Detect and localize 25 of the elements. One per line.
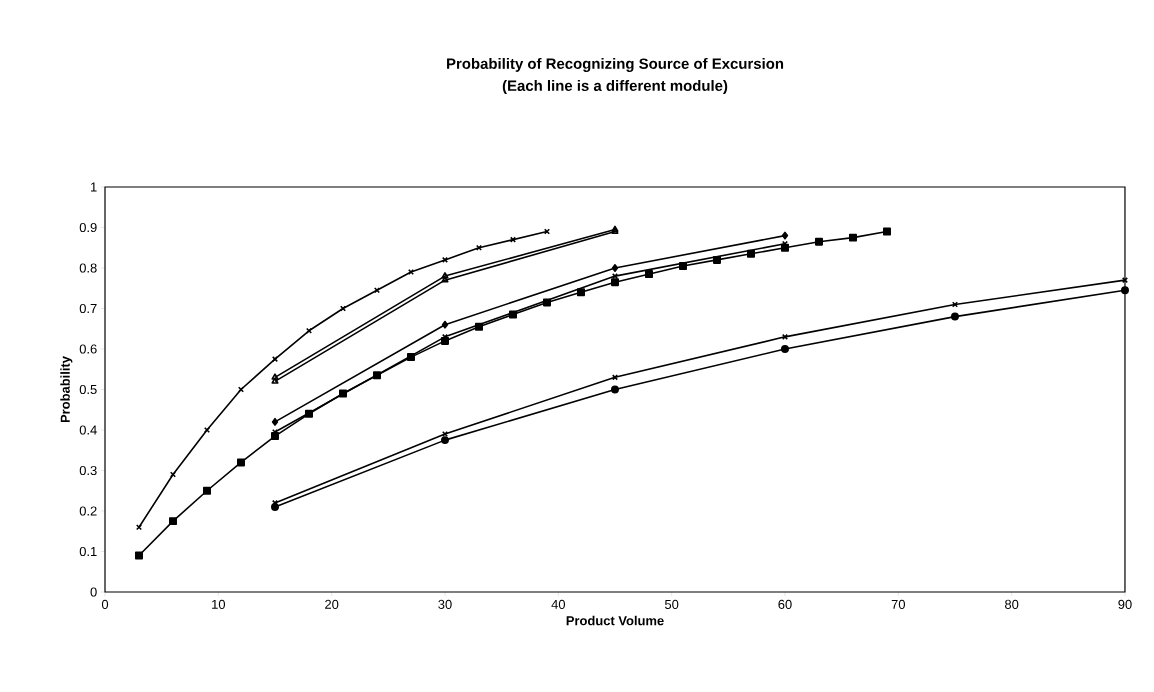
- x-tick-label: 10: [212, 599, 226, 609]
- y-tick-label: 0.2: [79, 506, 97, 516]
- y-tick-label: 0.4: [79, 425, 97, 435]
- x-tick-label: 40: [551, 599, 566, 609]
- x-tick-label: 60: [778, 599, 792, 609]
- x-axis-title: Product Volume: [566, 615, 664, 626]
- y-tick-label: 1: [91, 182, 97, 192]
- x-tick-label: 30: [438, 599, 452, 609]
- y-tick-label: 0.6: [79, 344, 97, 354]
- chart-subtitle: (Each line is a different module): [502, 80, 728, 94]
- x-tick-label: 20: [325, 599, 339, 609]
- x-tick-label: 0: [101, 599, 109, 609]
- x-tick-label: 90: [1118, 599, 1132, 609]
- x-tick-label: 50: [664, 599, 679, 609]
- y-axis-title: Probability: [60, 356, 73, 423]
- y-tick-label: 0.8: [79, 263, 97, 273]
- y-tick-label: 0.1: [79, 546, 97, 557]
- x-tick-label: 80: [1005, 599, 1019, 609]
- y-tick-label: 0.3: [79, 465, 97, 476]
- y-tick-label: 0.9: [79, 222, 97, 233]
- chart-title: Probability of Recognizing Source of Excursion: [447, 57, 784, 72]
- y-tick-label: 0: [90, 587, 97, 597]
- y-tick-label: 0.5: [79, 384, 97, 395]
- x-tick-label: 70: [891, 599, 906, 609]
- y-tick-label: 0.7: [79, 303, 97, 314]
